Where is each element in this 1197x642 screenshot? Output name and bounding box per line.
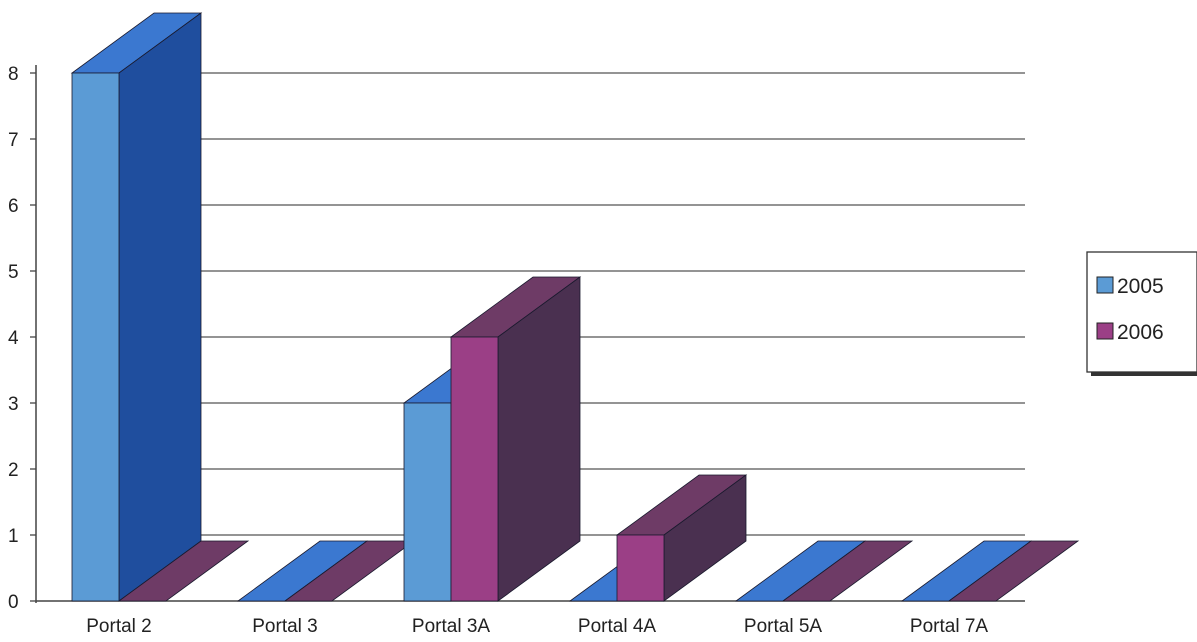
bar-front-face xyxy=(616,534,665,602)
y-axis-ticks: 0 1 2 3 4 5 6 7 8 xyxy=(8,64,36,613)
bar-2005-portal-2 xyxy=(70,12,203,602)
axes xyxy=(35,65,1025,603)
bar-front-face xyxy=(450,336,499,602)
bar-side-face xyxy=(118,12,202,602)
legend-box xyxy=(1086,251,1197,373)
y-tick-label: 2 xyxy=(8,460,19,481)
legend: 2005 2006 xyxy=(1086,251,1197,376)
y-tick-label: 7 xyxy=(8,130,19,151)
bars xyxy=(70,12,1080,602)
legend-label: 2005 xyxy=(1117,275,1164,298)
legend-swatch xyxy=(1096,276,1114,294)
x-axis-labels: Portal 2 Portal 3 Portal 3A Portal 4A Portal… xyxy=(86,616,988,637)
legend-swatch xyxy=(1096,322,1114,340)
y-tick-label: 3 xyxy=(8,394,19,415)
bar-top-face xyxy=(781,540,914,602)
x-tick-label: Portal 2 xyxy=(86,616,151,637)
x-tick-label: Portal 5A xyxy=(744,616,822,637)
bar-top-face xyxy=(117,540,250,602)
legend-label: 2006 xyxy=(1117,321,1164,344)
y-tick-label: 6 xyxy=(8,196,19,217)
bar-2006-portal-3a xyxy=(449,276,582,602)
bar-2006-portal-4a xyxy=(615,474,748,602)
x-tick-label: Portal 3A xyxy=(412,616,490,637)
y-tick-label: 1 xyxy=(8,526,19,547)
bar-2006-portal-5a xyxy=(781,540,914,602)
x-tick-label: Portal 3 xyxy=(252,616,317,637)
x-tick-label: Portal 7A xyxy=(910,616,988,637)
y-tick-label: 5 xyxy=(8,262,19,283)
x-tick-label: Portal 4A xyxy=(578,616,656,637)
bar-front-face xyxy=(71,72,120,602)
y-tick-label: 0 xyxy=(8,592,19,613)
bar-2006-portal-2 xyxy=(117,540,250,602)
y-tick-label: 8 xyxy=(8,64,19,85)
bar-2006-portal-7a xyxy=(947,540,1080,602)
y-tick-label: 4 xyxy=(8,328,19,349)
bar-front-face xyxy=(403,402,452,602)
bar-top-face xyxy=(947,540,1080,602)
